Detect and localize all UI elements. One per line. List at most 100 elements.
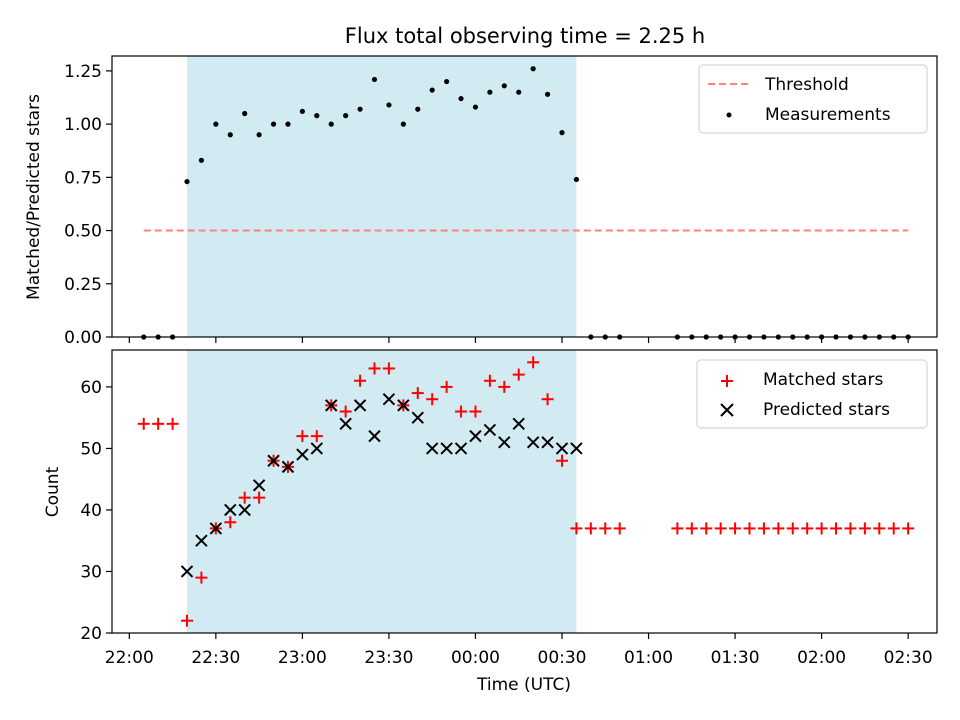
matched-star-point	[786, 522, 799, 535]
measurement-point	[530, 66, 536, 72]
measurement-point	[487, 89, 493, 95]
x-axis-ticks-top	[128, 337, 909, 343]
predicted-stars-points	[180, 393, 583, 578]
predicted-star-point	[382, 393, 396, 406]
predicted-star-point	[425, 442, 439, 455]
predicted-star-point	[180, 565, 194, 578]
measurement-point	[213, 121, 219, 127]
y-tick-label: 50	[80, 439, 102, 459]
legend-threshold-label: Threshold	[764, 75, 849, 95]
predicted-star-point	[555, 442, 569, 455]
y-tick-label: 20	[80, 624, 102, 644]
matched-star-point	[411, 387, 424, 400]
matched-star-point	[858, 522, 871, 535]
predicted-star-point	[498, 436, 511, 449]
y-tick-label: 60	[80, 378, 102, 398]
matched-star-point	[426, 393, 439, 406]
observing-window-shade-top	[187, 56, 577, 337]
measurement-point	[501, 83, 507, 89]
matched-star-point	[700, 522, 713, 535]
matched-star-point	[339, 405, 352, 418]
predicted-star-point	[224, 503, 237, 517]
matched-star-point	[527, 356, 540, 369]
panel-counts: 20 30 40 50 60 22:00 22:30 23:00 23:30 00:00 00:3…	[43, 349, 938, 695]
measurement-point	[256, 132, 262, 138]
y-tick-label: 0.25	[64, 275, 102, 295]
measurement-point	[314, 113, 320, 119]
plot-frame-top	[111, 55, 938, 338]
x-tick-label: 22:00	[105, 648, 154, 668]
chart-title: Flux total observing time = 2.25 h	[345, 24, 705, 48]
predicted-star-point	[411, 411, 424, 424]
predicted-star-point	[512, 417, 525, 431]
y-tick-label: 30	[80, 562, 102, 582]
matched-star-point	[238, 491, 251, 504]
legend-predicted-swatch	[720, 403, 734, 417]
observing-window-shade-bottom	[187, 350, 577, 633]
legend-matched-swatch	[721, 375, 733, 387]
matched-star-point	[671, 522, 684, 535]
matched-star-point	[469, 405, 482, 418]
matched-star-point	[382, 362, 395, 375]
measurement-point	[429, 87, 435, 93]
matched-star-point	[887, 522, 900, 535]
matched-star-point	[368, 362, 381, 375]
shaded-region	[187, 56, 577, 337]
y-tick-label: 1.00	[64, 115, 102, 135]
matched-star-point	[296, 430, 309, 443]
measurement-point	[242, 110, 248, 117]
predicted-star-point	[195, 534, 208, 547]
matched-star-point	[195, 571, 208, 584]
measurement-point	[328, 121, 334, 127]
matched-star-point	[354, 374, 367, 387]
matched-star-point	[181, 614, 193, 627]
measurement-point	[198, 157, 205, 163]
legend-box-bottom	[696, 359, 928, 429]
predicted-star-point	[526, 436, 540, 449]
matched-star-point	[714, 522, 727, 535]
predicted-star-point	[325, 399, 338, 412]
x-tick-label: 23:00	[278, 648, 327, 668]
y-axis-ticks-bottom: 20 30 40 50 60	[80, 378, 112, 644]
matched-star-point	[743, 522, 756, 535]
matched-star-point	[498, 380, 511, 393]
matched-star-point	[830, 522, 843, 535]
matched-star-point	[253, 491, 266, 504]
y-axis-label-bottom: Count	[43, 466, 63, 517]
matched-star-point	[483, 374, 496, 387]
legend-predicted-label: Predicted stars	[763, 400, 890, 420]
matched-star-point	[801, 522, 814, 535]
matched-star-point	[137, 417, 150, 430]
legend-box-top	[698, 64, 928, 134]
measurement-point	[472, 104, 479, 110]
x-tick-label: 02:00	[797, 648, 846, 668]
matched-star-point	[844, 522, 857, 535]
predicted-star-point	[397, 399, 410, 412]
predicted-star-point	[353, 399, 367, 412]
matched-star-point	[729, 522, 742, 535]
x-tick-label: 23:30	[364, 648, 413, 668]
predicted-star-point	[541, 436, 554, 449]
measurement-point	[299, 108, 305, 114]
measurement-point	[386, 102, 392, 108]
predicted-star-point	[281, 460, 295, 474]
predicted-star-point	[440, 442, 453, 455]
y-tick-label: 0.00	[64, 328, 102, 348]
matched-stars-points	[137, 356, 915, 627]
x-tick-label: 00:30	[538, 648, 587, 668]
matched-star-point	[685, 522, 698, 535]
predicted-star-point	[339, 417, 352, 431]
matched-star-point	[772, 522, 785, 535]
x-axis-ticks-bottom: 22:00 22:30 23:00 23:30 00:00 00:30 01:00 01:30…	[105, 633, 933, 668]
matched-star-point	[541, 393, 554, 406]
matched-star-point	[310, 430, 323, 443]
legend-measurements-label: Measurements	[765, 105, 891, 125]
measurement-point	[343, 113, 349, 119]
panel-ratio: Flux total observing time = 2.25 h 0.00 0…	[24, 24, 938, 348]
measurement-point	[516, 89, 522, 95]
matched-star-point	[757, 522, 770, 535]
measurement-point	[415, 106, 421, 112]
y-tick-label: 40	[80, 501, 102, 521]
matched-star-point	[556, 454, 568, 467]
